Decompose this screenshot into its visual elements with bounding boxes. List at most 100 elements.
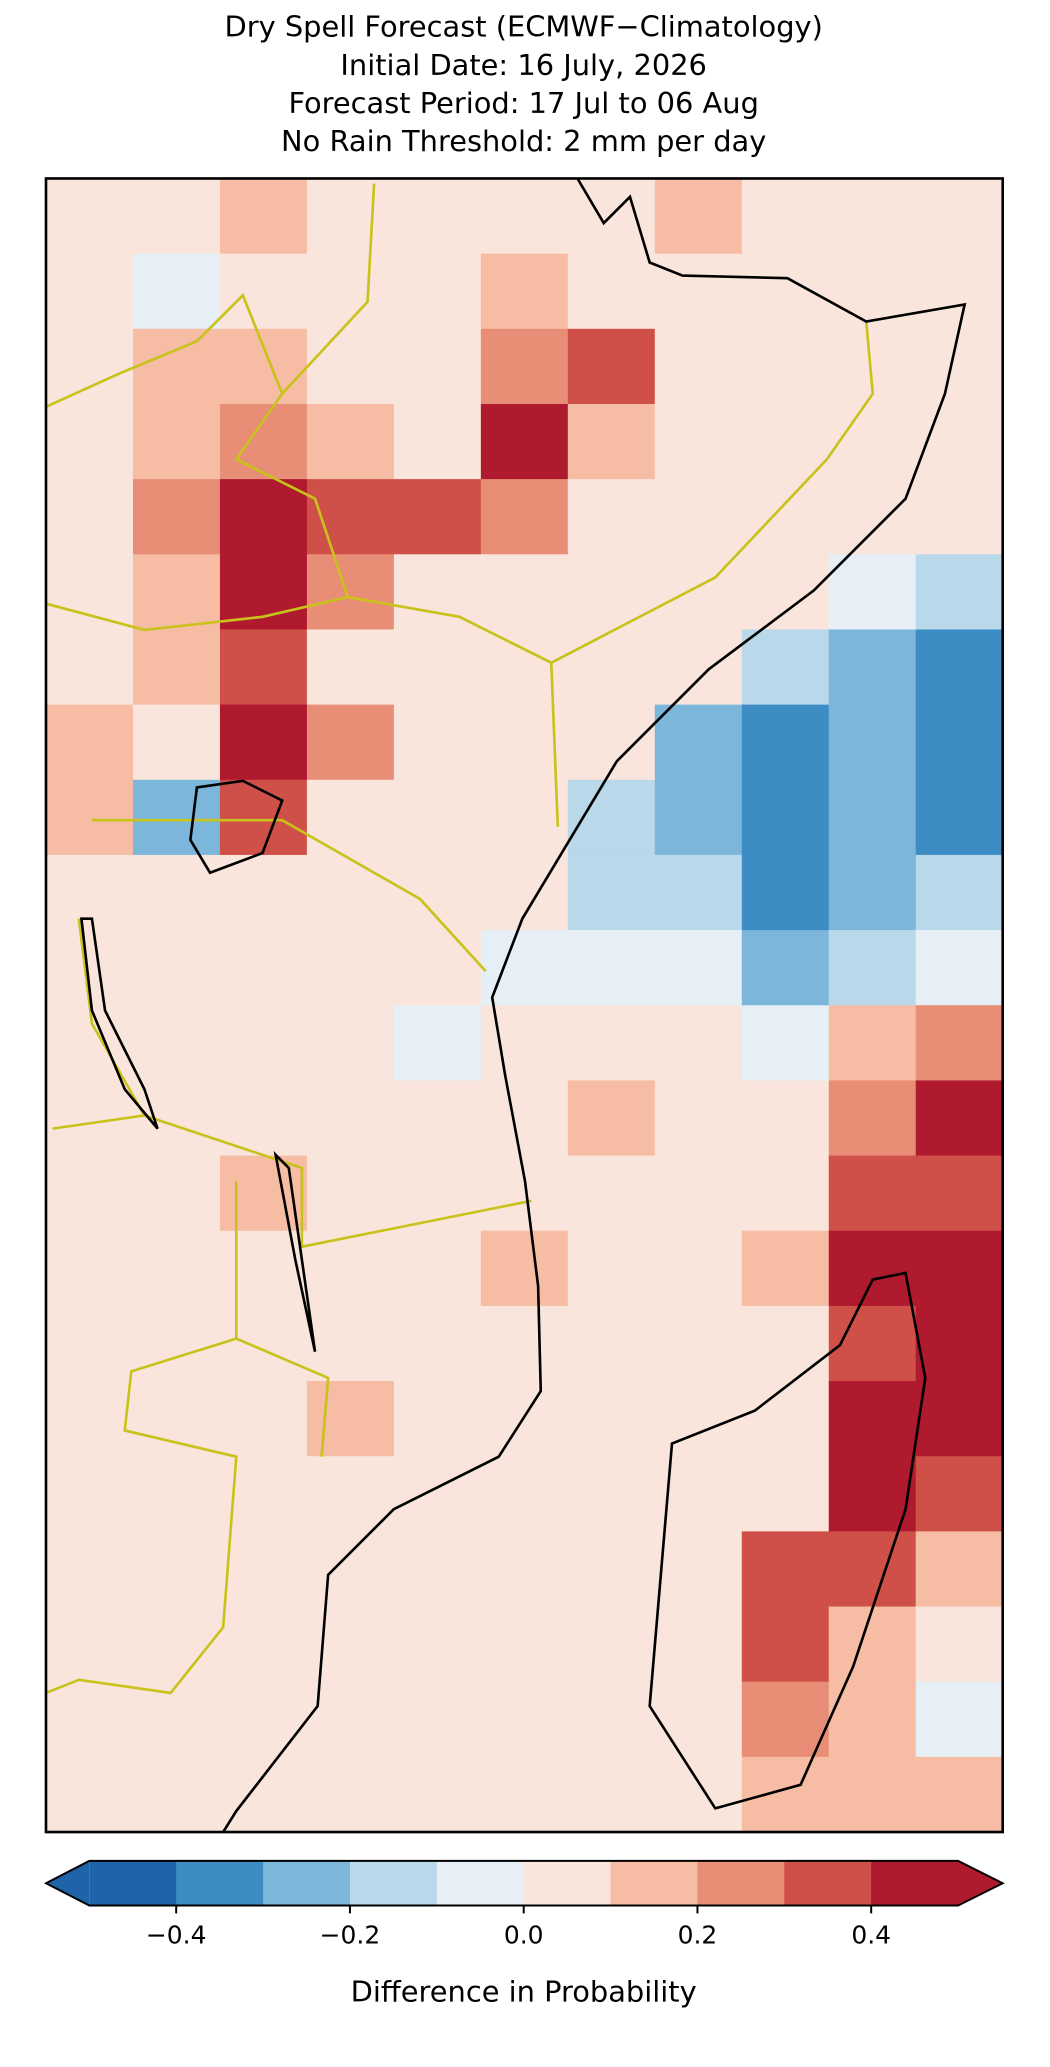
cell — [219, 704, 308, 781]
cell — [219, 479, 308, 555]
cell — [480, 1606, 569, 1683]
cell — [741, 1456, 830, 1533]
cell — [45, 253, 134, 330]
cell — [915, 253, 1004, 330]
cell — [45, 1456, 134, 1533]
cell — [828, 1756, 917, 1833]
cell — [219, 253, 308, 330]
border — [52, 1114, 532, 1249]
cell — [306, 328, 395, 405]
cell — [132, 1606, 221, 1683]
cell — [741, 178, 830, 255]
lake — [79, 917, 159, 1130]
cell — [45, 479, 134, 555]
cell — [132, 1381, 221, 1457]
cell — [741, 854, 830, 931]
cell — [741, 1230, 830, 1307]
cell — [741, 479, 830, 555]
cell — [741, 1381, 830, 1457]
cell — [306, 1005, 395, 1082]
border — [234, 1181, 330, 1457]
cell — [915, 1230, 1004, 1307]
cell — [306, 1531, 395, 1608]
cell — [132, 1305, 221, 1382]
borders — [45, 183, 875, 1695]
cell — [567, 1681, 656, 1758]
colorbar-segment — [436, 1860, 525, 1906]
cell — [480, 403, 569, 480]
cell — [45, 328, 134, 405]
cell — [45, 1681, 134, 1758]
cell — [480, 1155, 569, 1232]
cell — [915, 1531, 1004, 1608]
border — [91, 818, 487, 973]
cell — [132, 554, 221, 631]
cell — [132, 704, 221, 781]
colorbar-segment — [263, 1860, 351, 1906]
cell — [45, 1230, 134, 1307]
cell — [654, 1606, 743, 1683]
cell — [654, 1005, 743, 1082]
cell — [219, 1230, 308, 1307]
cell — [828, 779, 917, 856]
cell — [741, 1305, 830, 1382]
cell — [828, 629, 917, 706]
cell — [306, 1305, 395, 1382]
cell — [915, 1756, 1004, 1833]
cell — [132, 930, 221, 1006]
colorbar-extension — [45, 1860, 90, 1906]
cell — [393, 629, 482, 706]
cell — [741, 253, 830, 330]
border — [281, 183, 376, 395]
cell — [393, 1305, 482, 1382]
cell — [915, 479, 1004, 555]
cell — [480, 1531, 569, 1608]
cell — [567, 1381, 656, 1457]
cell — [828, 704, 917, 781]
cell — [741, 1005, 830, 1082]
cell — [132, 253, 221, 330]
colorbar-tick-label: 0.4 — [851, 1921, 891, 1950]
cell — [219, 1606, 308, 1683]
cell — [567, 779, 656, 856]
cell — [741, 779, 830, 856]
cell — [654, 629, 743, 706]
cell — [306, 629, 395, 706]
cell — [567, 1005, 656, 1082]
cell — [654, 253, 743, 330]
cell — [480, 1005, 569, 1082]
coastline — [79, 177, 967, 1833]
cell — [480, 1756, 569, 1833]
cell — [915, 1080, 1004, 1157]
cell — [654, 854, 743, 931]
cell — [132, 479, 221, 555]
cell — [393, 1606, 482, 1683]
colorbar-segment — [697, 1860, 785, 1906]
cell — [654, 1381, 743, 1457]
cell — [480, 253, 569, 330]
cell — [567, 1606, 656, 1683]
colorbar-segment — [89, 1860, 177, 1906]
chart-title: Forecast Period: 17 Jul to 06 Aug — [288, 86, 758, 120]
cell — [480, 629, 569, 706]
lake — [188, 779, 284, 875]
cell — [45, 1155, 134, 1232]
cell — [654, 178, 743, 255]
cell — [306, 930, 395, 1006]
cell — [45, 1531, 134, 1608]
cell — [219, 930, 308, 1006]
cell — [393, 779, 482, 856]
cell — [828, 1305, 917, 1382]
cell — [654, 1155, 743, 1232]
cell — [219, 1756, 308, 1833]
cell — [828, 930, 917, 1006]
cell — [480, 554, 569, 631]
cell — [915, 1681, 1004, 1758]
cell — [915, 1155, 1004, 1232]
cell — [306, 1456, 395, 1533]
cell — [915, 178, 1004, 255]
cell — [915, 1005, 1004, 1082]
cell — [828, 253, 917, 330]
